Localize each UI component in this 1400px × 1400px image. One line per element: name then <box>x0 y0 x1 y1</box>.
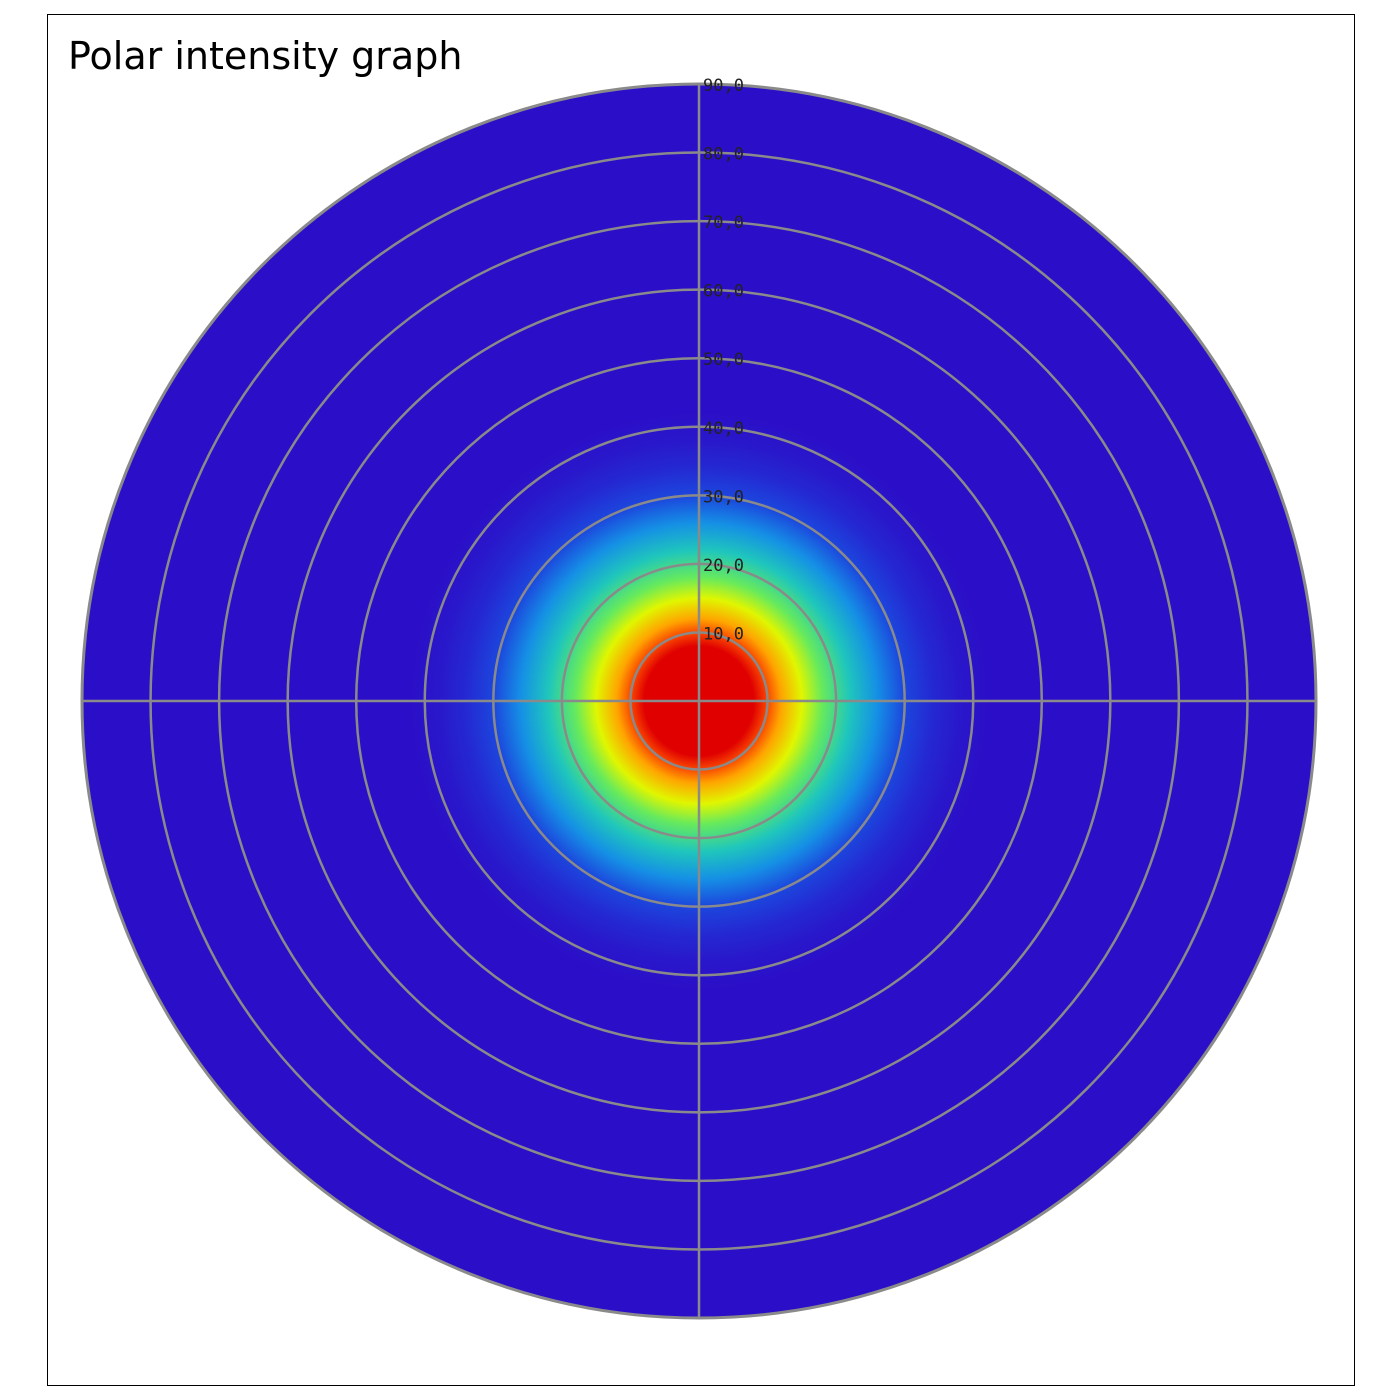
tick-label-50: 50,0 <box>703 350 744 370</box>
tick-label-90: 90,0 <box>703 76 744 96</box>
tick-label-70: 70,0 <box>703 213 744 233</box>
tick-label-10: 10,0 <box>703 624 744 644</box>
tick-label-30: 30,0 <box>703 487 744 507</box>
crosshair-axes <box>82 84 1316 1318</box>
chart-title: Polar intensity graph <box>68 34 463 78</box>
tick-label-60: 60,0 <box>703 282 744 302</box>
radial-tick-labels: 10,0 20,0 30,0 40,0 50,0 60,0 70,0 80,0 90,0 <box>703 76 744 644</box>
tick-label-20: 20,0 <box>703 556 744 576</box>
tick-label-80: 80,0 <box>703 145 744 165</box>
tick-label-40: 40,0 <box>703 419 744 439</box>
